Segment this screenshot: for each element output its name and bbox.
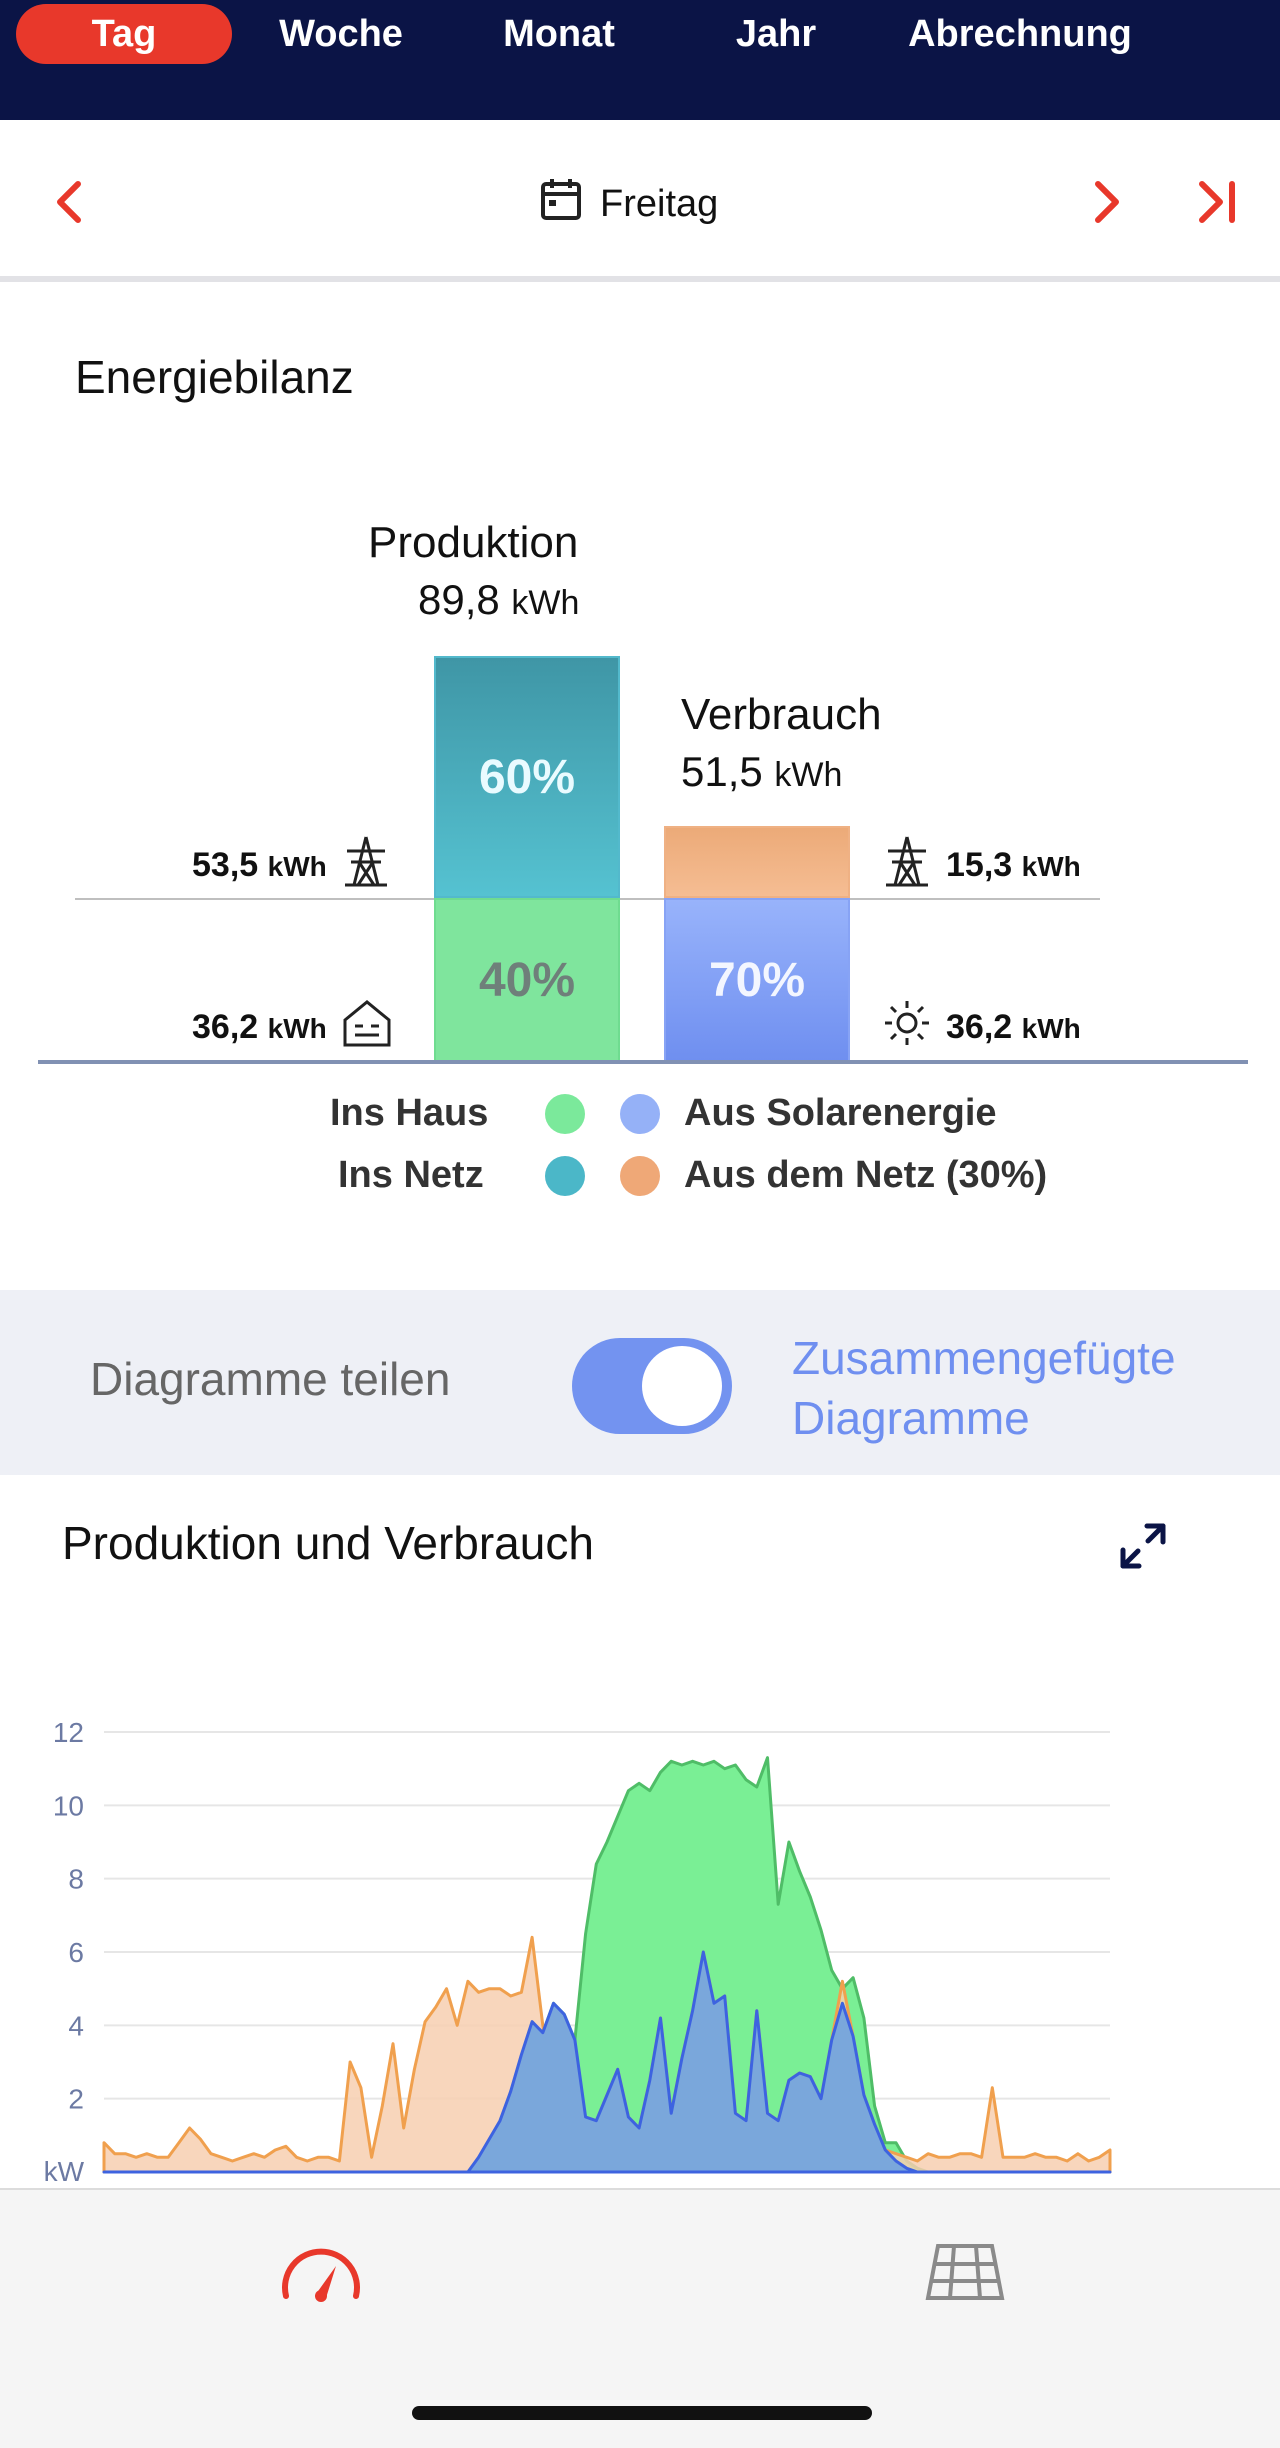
- chart-mode-toggle[interactable]: [572, 1338, 732, 1434]
- y-tick-label: 4: [68, 2010, 84, 2041]
- y-tick-label: 2: [68, 2084, 84, 2115]
- y-tick-label: 6: [68, 1937, 84, 1968]
- consumption-solar-percent: 70%: [708, 953, 806, 1007]
- y-tick-label: 10: [53, 1790, 84, 1821]
- consumption-grid-value: 15,3 kWh: [882, 834, 1081, 897]
- consumption-total: 51,5 kWh: [681, 748, 843, 795]
- legend-dot-orange: [620, 1156, 660, 1196]
- legend-aus-solarenergie: Aus Solarenergie: [684, 1092, 997, 1134]
- tab-tag[interactable]: Tag: [16, 4, 232, 64]
- skip-to-end-icon[interactable]: [1186, 172, 1246, 232]
- tab-abrechnung[interactable]: Abrechnung: [908, 13, 1132, 55]
- production-house-segment: 40%: [434, 898, 620, 1062]
- toggle-label-split[interactable]: Diagramme teilen: [90, 1353, 451, 1405]
- consumption-label: Verbrauch: [681, 690, 882, 739]
- y-tick-label: 8: [68, 1864, 84, 1895]
- production-grid-segment: 60%: [434, 656, 620, 898]
- production-house-percent: 40%: [478, 953, 576, 1007]
- production-consumption-chart: 2 4 6 8 10 12 kW: [44, 1717, 1112, 2187]
- date-picker[interactable]: Freitag: [540, 176, 718, 232]
- tab-woche[interactable]: Woche: [279, 13, 403, 55]
- period-tab-bar: Tag Woche Monat Jahr Abrechnung: [0, 0, 1280, 120]
- legend-aus-dem-netz: Aus dem Netz (30%): [684, 1154, 1048, 1196]
- y-axis-unit-label: kW: [44, 2156, 85, 2187]
- legend-dot-green: [545, 1094, 585, 1134]
- legend-ins-netz: Ins Netz: [338, 1154, 484, 1196]
- consumption-grid-segment: [664, 826, 850, 898]
- chevron-left-icon[interactable]: [40, 172, 100, 232]
- power-pylon-icon: [882, 834, 932, 897]
- home-indicator: [412, 2406, 872, 2420]
- date-navigator: Freitag: [0, 120, 1280, 280]
- tab-monat[interactable]: Monat: [503, 13, 615, 55]
- bottom-navigation: [0, 2188, 1280, 2448]
- legend-dot-teal: [545, 1156, 585, 1196]
- chevron-right-icon[interactable]: [1076, 172, 1136, 232]
- date-label: Freitag: [600, 182, 719, 225]
- legend-dot-blue: [620, 1094, 660, 1134]
- production-grid-percent: 60%: [478, 750, 576, 804]
- consumption-solar-segment: 70%: [664, 898, 850, 1062]
- solar-panel-icon[interactable]: [924, 2242, 1006, 2302]
- production-total: 89,8 kWh: [418, 576, 580, 623]
- sun-icon: [882, 998, 932, 1057]
- power-pylon-icon: [341, 834, 391, 897]
- tab-jahr[interactable]: Jahr: [735, 13, 817, 55]
- toggle-label-merged-line1: Zusammengefügte: [792, 1332, 1176, 1384]
- bars-baseline: [38, 1060, 1248, 1064]
- calendar-icon: [540, 177, 582, 231]
- series-self-consumption-area: [102, 1950, 1112, 2174]
- chart-title: Produktion und Verbrauch: [62, 1517, 594, 1569]
- consumption-solar-value: 36,2 kWh: [882, 998, 1081, 1057]
- production-grid-value: 53,5 kWh: [192, 834, 391, 897]
- production-label: Produktion: [368, 518, 579, 567]
- section-title-energiebilanz: Energiebilanz: [75, 351, 354, 403]
- gauge-icon[interactable]: [278, 2236, 364, 2306]
- chart-mode-toggle-strip: Diagramme teilen Zusammengefügte Diagram…: [0, 1290, 1280, 1475]
- legend-ins-haus: Ins Haus: [330, 1092, 489, 1134]
- y-tick-label: 12: [53, 1717, 84, 1748]
- production-house-value: 36,2 kWh: [192, 998, 393, 1057]
- toggle-knob: [642, 1346, 722, 1426]
- expand-icon[interactable]: [1115, 1518, 1171, 1574]
- toggle-label-merged[interactable]: Zusammengefügte Diagramme: [792, 1328, 1176, 1448]
- toggle-label-merged-line2: Diagramme: [792, 1392, 1030, 1444]
- divider: [0, 276, 1280, 282]
- house-icon: [341, 998, 393, 1057]
